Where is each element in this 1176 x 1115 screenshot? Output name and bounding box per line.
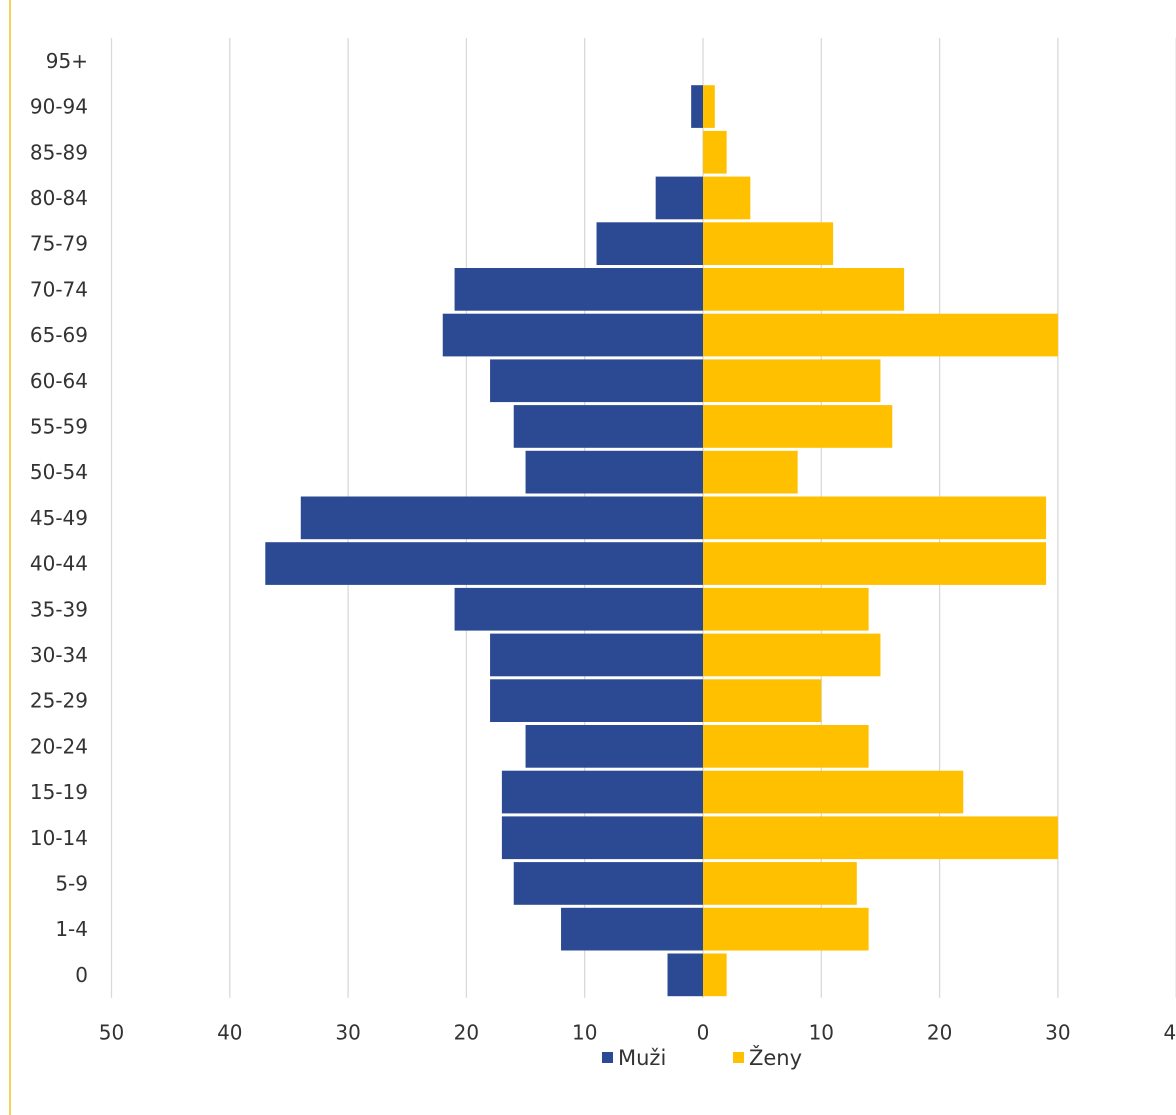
y-tick-label: 75-79: [30, 232, 88, 256]
bar-male: [596, 222, 703, 265]
bar-male: [501, 816, 703, 860]
bar-male: [490, 633, 703, 677]
y-tick-label: 0: [75, 963, 88, 987]
y-tick-label: 45-49: [30, 506, 88, 530]
y-tick-label: 80-84: [30, 186, 88, 210]
bar-male: [561, 907, 703, 951]
x-tick-label: 20: [927, 1021, 952, 1045]
legend-label: Muži: [618, 1046, 666, 1070]
y-tick-label: 15-19: [30, 780, 88, 804]
bar-male: [490, 679, 703, 722]
bar-female: [703, 268, 905, 311]
bar-male: [442, 313, 703, 357]
y-tick-label: 1-4: [55, 917, 88, 941]
bar-female: [703, 85, 715, 128]
y-tick-label: 90-94: [30, 95, 88, 119]
bar-female: [703, 770, 964, 814]
bar-male: [490, 359, 703, 403]
bar-male: [300, 496, 703, 540]
bar-male: [265, 542, 703, 585]
bar-male: [667, 953, 703, 997]
legend-swatch: [733, 1052, 744, 1063]
x-tick-label: 10: [809, 1021, 834, 1045]
bar-female: [703, 633, 881, 677]
bar-male: [501, 770, 703, 814]
bar-male: [513, 862, 703, 905]
y-tick-label: 10-14: [30, 826, 88, 850]
bar-male: [454, 268, 703, 311]
y-tick-label: 85-89: [30, 140, 88, 164]
bar-female: [703, 450, 798, 494]
legend: Muži Ženy: [602, 1045, 802, 1070]
bar-male: [513, 405, 703, 448]
y-tick-label: 40-44: [30, 552, 88, 576]
x-tick-label: 40: [217, 1021, 242, 1045]
bar-female: [703, 907, 869, 951]
y-tick-label: 95+: [46, 49, 88, 73]
x-tick-label: 30: [335, 1021, 360, 1045]
bar-female: [703, 313, 1058, 357]
bar-female: [703, 496, 1047, 540]
x-tick-label: 10: [572, 1021, 597, 1045]
bar-female: [703, 587, 869, 631]
bar-female: [703, 176, 751, 220]
bar-male: [655, 176, 703, 220]
y-tick-label: 35-39: [30, 597, 88, 621]
bar-female: [703, 816, 1058, 860]
bar-female: [703, 725, 869, 768]
y-tick-label: 5-9: [55, 871, 88, 895]
y-tick-label: 20-24: [30, 734, 88, 758]
bar-male: [454, 587, 703, 631]
x-tick-label: 40: [1163, 1021, 1176, 1045]
x-tick-label: 30: [1045, 1021, 1070, 1045]
x-axis-labels: 50 40 30 20 10 0 10 20 30 40: [99, 1021, 1176, 1045]
x-tick-label: 50: [99, 1021, 124, 1045]
bar-female: [703, 359, 881, 403]
bar-female: [703, 130, 727, 174]
y-axis-labels: 0 1-4 5-9 10-14 15-19 20-24 25-29 30-34 35-39 40-…: [30, 49, 88, 987]
frame-edge-line: [9, 0, 11, 1115]
bar-female: [703, 862, 857, 905]
bar-male: [525, 450, 703, 494]
legend-label: Ženy: [749, 1045, 802, 1070]
bar-female: [703, 222, 834, 265]
y-tick-label: 50-54: [30, 460, 88, 484]
bar-female: [703, 679, 822, 722]
y-tick-label: 65-69: [30, 323, 88, 347]
bar-male: [691, 85, 703, 128]
bars: [265, 85, 1058, 997]
y-tick-label: 25-29: [30, 689, 88, 713]
bar-female: [703, 953, 727, 997]
bar-female: [703, 542, 1047, 585]
y-tick-label: 70-74: [30, 277, 88, 301]
x-tick-label: 20: [454, 1021, 479, 1045]
y-tick-label: 30-34: [30, 643, 88, 667]
x-tick-label: 0: [697, 1021, 710, 1045]
bar-male: [525, 725, 703, 768]
bar-female: [703, 405, 893, 448]
legend-swatch: [602, 1052, 613, 1063]
y-tick-label: 55-59: [30, 414, 88, 438]
y-tick-label: 60-64: [30, 369, 88, 393]
